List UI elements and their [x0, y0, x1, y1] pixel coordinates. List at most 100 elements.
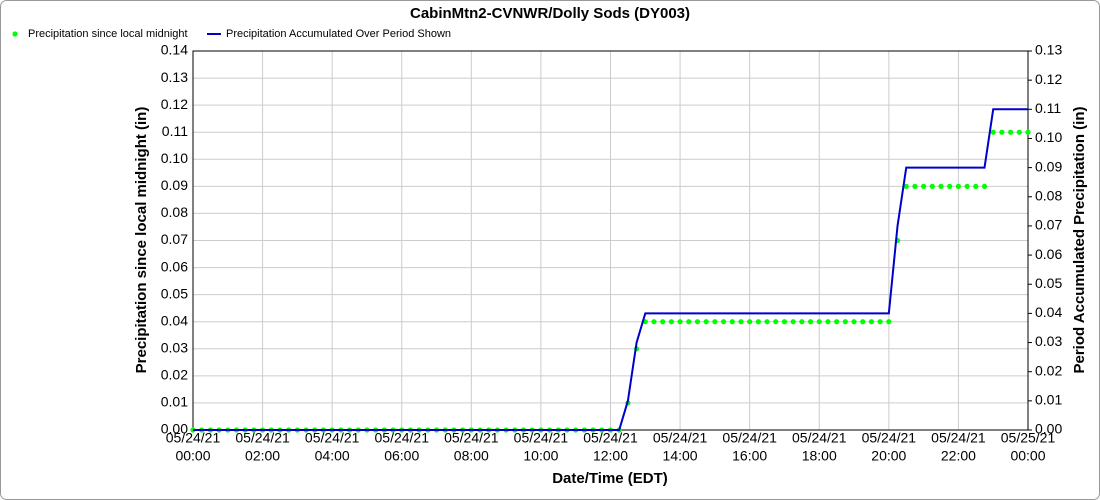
y-tick-label: 0.13 [161, 69, 188, 85]
data-point [755, 319, 761, 325]
series-line [193, 108, 1028, 431]
x-tick-label: 05/24/21 [931, 430, 986, 446]
legend-label: Precipitation Accumulated Over Period Sh… [226, 28, 451, 40]
data-point [851, 319, 857, 325]
chart-title: CabinMtn2-CVNWR/Dolly Sods (DY003) [410, 5, 690, 22]
data-point [773, 319, 779, 325]
data-point [981, 183, 988, 189]
y2-tick-label: 0.13 [1035, 42, 1062, 58]
data-point [781, 319, 788, 325]
data-point [947, 183, 953, 189]
y-tick-label: 0.05 [161, 285, 188, 301]
x-tick-label: 06:00 [384, 448, 419, 464]
y2-tick-label: 0.02 [1035, 362, 1062, 378]
x-tick-label: 05/24/21 [862, 430, 917, 446]
y-tick-label: 0.00 [161, 421, 188, 437]
x-tick-label: 22:00 [941, 448, 976, 464]
data-point [747, 319, 753, 325]
y-tick-label: 0.01 [161, 394, 188, 410]
x-tick-label: 05/24/21 [375, 430, 430, 446]
data-point [999, 129, 1005, 135]
y-tick-label: 0.04 [161, 312, 188, 328]
data-point [929, 183, 935, 189]
y-tick-label: 0.03 [161, 339, 188, 355]
y2-axis-label: Period Accumulated Precipitation (in) [1071, 107, 1088, 374]
x-tick-label: 05/24/21 [166, 430, 221, 446]
data-point [720, 319, 727, 325]
data-point [990, 129, 996, 135]
data-point [877, 319, 883, 325]
data-point [651, 319, 657, 325]
data-point [842, 319, 848, 325]
x-tick-label: 05/24/21 [514, 430, 569, 446]
y2-tick-label: 0.11 [1035, 100, 1061, 116]
y-axis-label: Precipitation since local midnight (in) [133, 107, 150, 374]
x-tick-label: 05/24/21 [235, 430, 290, 446]
x-tick-label: 00:00 [175, 448, 210, 464]
data-point [903, 183, 909, 189]
x-tick-label: 12:00 [593, 448, 628, 464]
data-point [790, 319, 796, 325]
data-point [964, 183, 970, 189]
data-point [807, 319, 814, 325]
y2-tick-label: 0.05 [1035, 275, 1062, 291]
data-point [799, 319, 805, 325]
data-point [1016, 129, 1022, 135]
data-point [660, 319, 666, 325]
data-point [868, 319, 875, 325]
x-tick-label: 05/25/21 [1001, 430, 1056, 446]
data-point [912, 183, 918, 189]
data-point [764, 319, 770, 325]
data-point [1025, 129, 1031, 135]
x-tick-label: 05/24/21 [305, 430, 360, 446]
y2-tick-label: 0.12 [1035, 71, 1062, 87]
x-tick-label: 02:00 [245, 448, 280, 464]
data-point [668, 319, 674, 325]
data-point [703, 319, 709, 325]
data-point [886, 319, 892, 325]
x-tick-label: 05/24/21 [792, 430, 847, 446]
y-tick-label: 0.08 [161, 204, 188, 220]
y-tick-label: 0.10 [161, 150, 188, 166]
data-point [1008, 129, 1014, 135]
x-tick-label: 00:00 [1010, 448, 1045, 464]
data-point [955, 183, 962, 189]
data-point [729, 319, 735, 325]
x-tick-label: 14:00 [663, 448, 698, 464]
data-point [677, 319, 683, 325]
y2-tick-label: 0.00 [1035, 421, 1062, 437]
y-tick-label: 0.12 [161, 96, 188, 112]
x-tick-label: 20:00 [871, 448, 906, 464]
x-tick-label: 16:00 [732, 448, 767, 464]
y-tick-label: 0.07 [161, 231, 188, 247]
x-tick-label: 18:00 [802, 448, 837, 464]
data-point [973, 183, 979, 189]
y-tick-label: 0.14 [161, 42, 188, 58]
y2-tick-label: 0.01 [1035, 392, 1062, 408]
x-tick-label: 10:00 [523, 448, 558, 464]
y2-tick-label: 0.09 [1035, 158, 1062, 174]
x-tick-label: 05/24/21 [444, 430, 499, 446]
y2-tick-label: 0.06 [1035, 246, 1062, 262]
data-point [921, 183, 927, 189]
data-point [834, 319, 840, 325]
data-point [860, 319, 866, 325]
x-tick-label: 05/24/21 [653, 430, 708, 446]
x-axis-label: Date/Time (EDT) [552, 470, 668, 487]
y2-tick-label: 0.03 [1035, 333, 1062, 349]
y2-tick-label: 0.08 [1035, 187, 1062, 203]
y2-tick-label: 0.10 [1035, 129, 1062, 145]
y2-tick-label: 0.07 [1035, 217, 1062, 233]
x-tick-label: 04:00 [315, 448, 350, 464]
x-tick-label: 08:00 [454, 448, 489, 464]
x-tick-label: 05/24/21 [722, 430, 777, 446]
legend-label: Precipitation since local midnight [28, 28, 188, 40]
data-point [825, 319, 831, 325]
legend-swatch [12, 31, 18, 37]
y-tick-label: 0.02 [161, 367, 188, 383]
data-point [686, 319, 692, 325]
y2-tick-label: 0.04 [1035, 304, 1062, 320]
data-point [738, 319, 744, 325]
data-point [694, 319, 701, 325]
